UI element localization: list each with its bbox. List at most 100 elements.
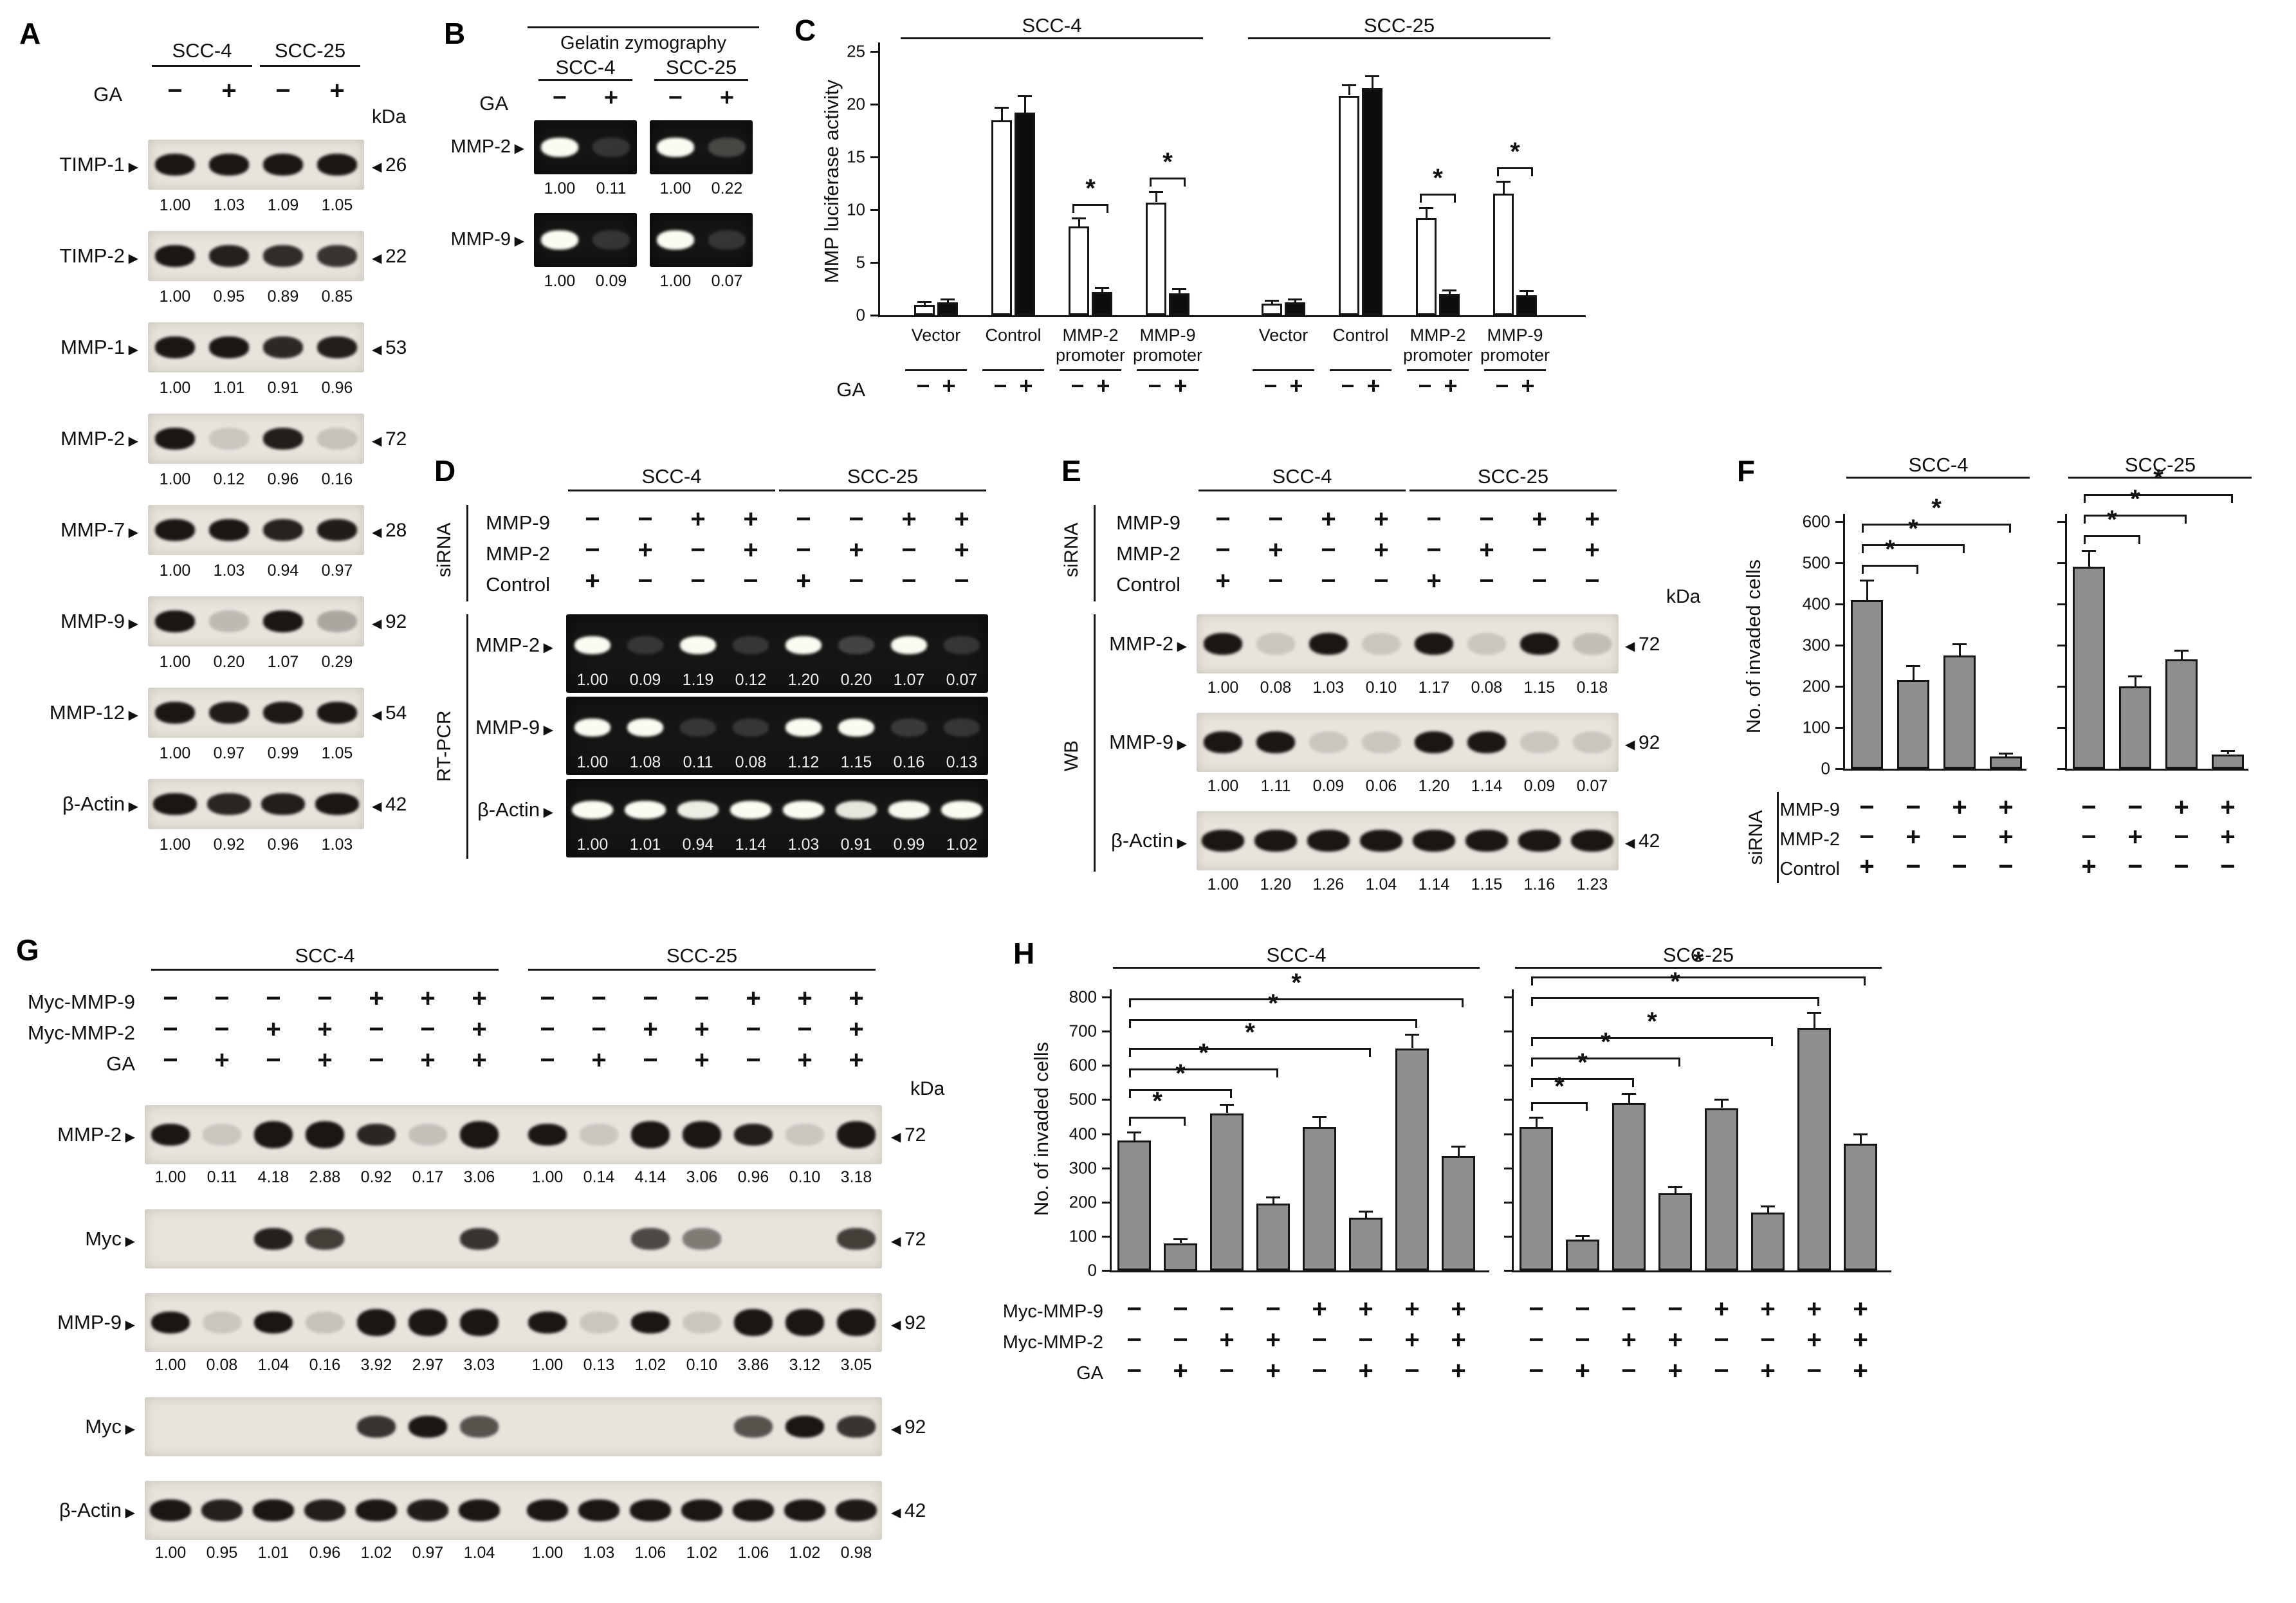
band-value: 1.00 xyxy=(159,379,191,397)
protein-band xyxy=(630,1499,671,1521)
condition-sign: + xyxy=(638,536,653,564)
band-value: 0.97 xyxy=(321,562,353,580)
condition-sign: − xyxy=(163,1015,178,1043)
error-bar xyxy=(1426,208,1428,218)
y-tick-label: 300 xyxy=(1802,635,1830,655)
bar xyxy=(937,302,958,315)
cell-line-underline xyxy=(528,969,876,971)
cell-line-label: SCC-25 xyxy=(665,56,737,78)
protein-name: TIMP-1 xyxy=(59,153,125,176)
protein-band xyxy=(1256,731,1295,753)
panel-g-overexpression-blots: G SCC-4 SCC-25 Myc-MMP-9 − − − − + + + − − − − + + + Myc-… xyxy=(16,933,1007,1602)
band-value: 0.07 xyxy=(1576,777,1608,795)
significance-star: * xyxy=(1647,1007,1657,1036)
sirna-row-label: MMP-2 xyxy=(1779,829,1840,850)
band-value: 0.96 xyxy=(737,1168,769,1186)
condition-sign: + xyxy=(1404,1295,1420,1323)
protein-label: MMP-2 ▶ xyxy=(994,632,1187,655)
right-pointer-icon: ▶ xyxy=(125,526,138,540)
cell-line-label: SCC-4 xyxy=(172,39,232,62)
protein-band xyxy=(150,1499,191,1521)
protein-name: β-Actin xyxy=(477,798,540,821)
protein-band xyxy=(253,1499,294,1521)
condition-sign: + xyxy=(1366,372,1381,399)
error-cap xyxy=(1173,1238,1188,1240)
condition-sign: + xyxy=(1321,505,1336,533)
band-value: 0.20 xyxy=(840,671,872,689)
kda-value: 54 xyxy=(385,702,407,724)
bar xyxy=(2119,686,2151,769)
band-value: 1.17 xyxy=(1418,679,1450,697)
category-label: MMP-9 promoter xyxy=(1132,325,1203,365)
error-bar xyxy=(1536,1117,1538,1127)
band-value: 1.07 xyxy=(267,653,299,671)
condition-sign: − xyxy=(1529,1295,1544,1323)
category-underline xyxy=(1330,369,1391,371)
error-cap xyxy=(1365,75,1379,77)
y-tick xyxy=(1504,1133,1512,1135)
protein-name: MMP-2 xyxy=(1109,632,1174,655)
condition-sign: + xyxy=(743,536,758,564)
condition-sign: + xyxy=(1667,1326,1683,1354)
condition-sign: + xyxy=(1998,793,2014,821)
protein-band xyxy=(1573,633,1612,655)
protein-band xyxy=(460,1416,499,1438)
band-value: 3.06 xyxy=(686,1168,718,1186)
significance-bracket xyxy=(1072,204,1108,213)
y-axis xyxy=(1512,989,1514,1270)
condition-sign: − xyxy=(796,505,811,533)
band-value: 0.08 xyxy=(206,1356,238,1374)
protein-band xyxy=(306,1312,344,1333)
title-overline xyxy=(528,26,759,28)
kda-value: 92 xyxy=(385,611,407,632)
condition-sign: + xyxy=(849,536,864,564)
condition-sign: − xyxy=(2174,823,2189,851)
sirna-row-label: MMP-9 xyxy=(486,511,550,534)
y-tick-label: 20 xyxy=(847,94,865,114)
band-value: 1.06 xyxy=(634,1544,666,1562)
kda-marker: ◀ 72 xyxy=(891,1229,926,1250)
protein-band xyxy=(1309,731,1348,753)
band-value: 0.89 xyxy=(267,288,299,306)
condition-sign: + xyxy=(472,1046,487,1074)
protein-band xyxy=(317,610,357,632)
panel-letter: C xyxy=(794,14,816,47)
condition-sign: − xyxy=(369,1015,384,1043)
band-value: 1.00 xyxy=(576,753,609,771)
y-tick-label: 200 xyxy=(1069,1192,1097,1212)
protein-band xyxy=(317,336,357,358)
band-value: 0.16 xyxy=(893,753,925,771)
condition-sign: − xyxy=(163,984,178,1012)
error-bar xyxy=(1155,192,1157,202)
significance-star: * xyxy=(1510,138,1520,166)
y-tick-label: 0 xyxy=(1821,758,1830,778)
right-pointer-icon: ▶ xyxy=(125,252,138,266)
significance-bracket xyxy=(1531,976,1866,985)
band-value: 0.96 xyxy=(309,1544,341,1562)
band-value: 1.15 xyxy=(1523,679,1556,697)
bar xyxy=(1516,295,1537,315)
band-value: 0.13 xyxy=(583,1356,615,1374)
bar xyxy=(1339,96,1359,315)
protein-label: MMP-2 ▶ xyxy=(0,1123,135,1146)
error-bar xyxy=(1814,1012,1815,1028)
bar xyxy=(1395,1049,1429,1270)
protein-band xyxy=(836,801,877,819)
band-value: 0.22 xyxy=(711,179,743,197)
sirna-row-label: Control xyxy=(1779,859,1841,879)
right-pointer-icon: ▶ xyxy=(122,1234,135,1249)
error-bar xyxy=(1860,1134,1862,1144)
y-tick-label: 100 xyxy=(1802,717,1830,737)
band-value: 0.11 xyxy=(683,753,713,771)
band-value: 0.20 xyxy=(213,653,245,671)
band-value: 1.23 xyxy=(1576,875,1608,893)
band-value: 1.20 xyxy=(1418,777,1450,795)
condition-sign: + xyxy=(1853,1295,1868,1323)
condition-sign: + xyxy=(954,536,969,564)
construct-row-label: GA xyxy=(1076,1363,1103,1384)
category-underline xyxy=(1253,369,1314,371)
cell-line-overline xyxy=(1113,967,1480,969)
condition-sign: − xyxy=(901,536,917,564)
condition-sign: − xyxy=(591,1015,607,1043)
condition-sign: − xyxy=(1760,1326,1776,1354)
